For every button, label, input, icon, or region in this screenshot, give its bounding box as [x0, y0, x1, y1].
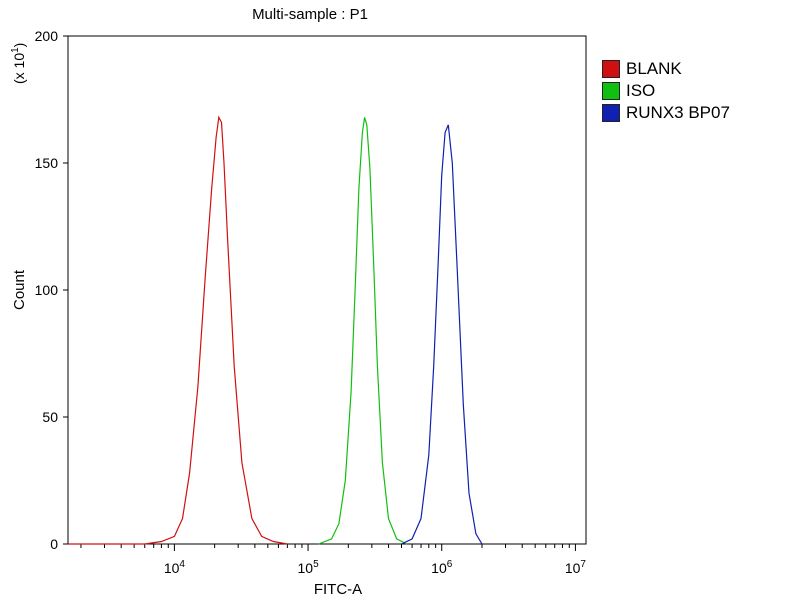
legend-label-iso: ISO — [626, 81, 656, 100]
plot-frame — [67, 35, 587, 545]
series-layer — [68, 115, 483, 545]
series-line-blank — [68, 115, 288, 545]
y-tick-label-4: 200 — [35, 28, 59, 44]
legend: BLANK ISO RUNX3 BP07 — [602, 58, 730, 124]
y-tick-label-2: 100 — [35, 282, 59, 298]
chart-title: Multi-sample : P1 — [252, 6, 368, 23]
legend-swatch-runx3 — [602, 104, 620, 122]
legend-swatch-blank — [602, 60, 620, 78]
legend-swatch-iso — [602, 82, 620, 100]
x-tick-label-3: 107 — [565, 559, 587, 576]
series-line-runx3-bp07 — [401, 124, 483, 545]
series-line-iso — [318, 117, 408, 545]
y-tick-label-1: 50 — [42, 409, 58, 425]
legend-item-blank: BLANK — [602, 58, 730, 80]
legend-item-runx3: RUNX3 BP07 — [602, 102, 730, 124]
x-tick-label-2: 106 — [431, 559, 453, 576]
legend-label-runx3: RUNX3 BP07 — [626, 103, 730, 122]
legend-label-blank: BLANK — [626, 59, 682, 78]
x-tick-label-1: 105 — [297, 559, 319, 576]
x-axis-label: FITC-A — [314, 581, 362, 598]
y-axis: 0 50 100 150 200 — [35, 28, 68, 552]
y-multiplier-label: (x 101) — [10, 43, 27, 84]
y-tick-label-3: 150 — [35, 155, 59, 171]
legend-item-iso: ISO — [602, 80, 730, 102]
x-axis: 104 105 106 107 — [80, 544, 587, 576]
y-axis-label: Count — [11, 269, 28, 310]
x-tick-label-0: 104 — [164, 559, 186, 576]
y-tick-label-0: 0 — [50, 536, 58, 552]
